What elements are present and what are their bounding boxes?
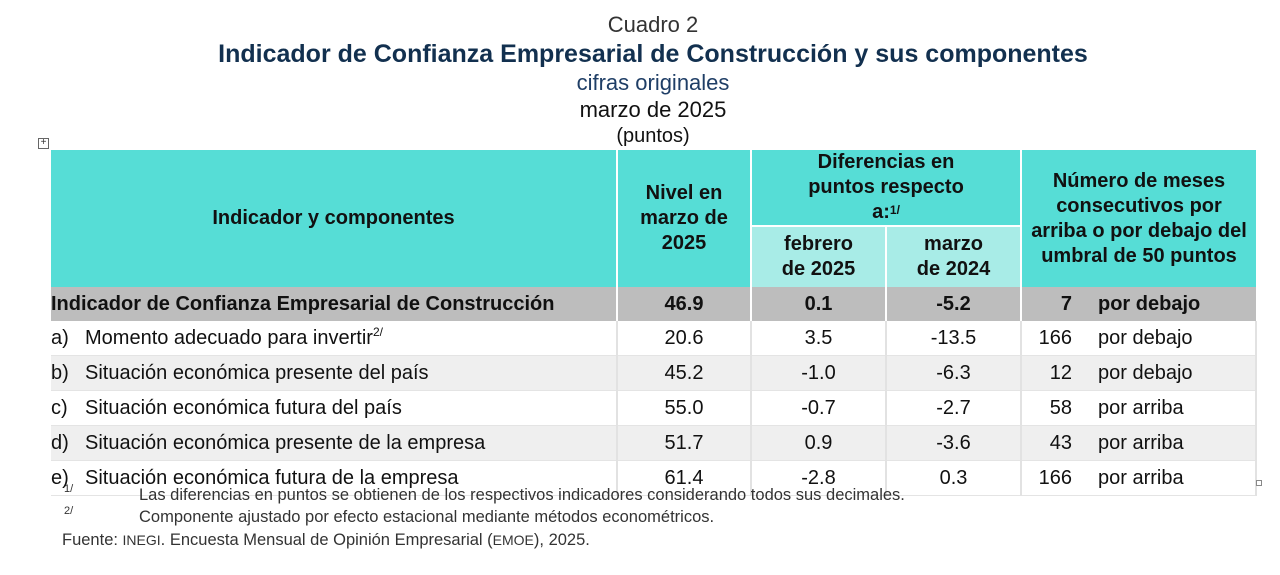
- row-nivel: 20.6: [617, 321, 752, 356]
- row-nivel: 45.2: [617, 355, 752, 391]
- row-meses: 58 por arriba: [1021, 390, 1257, 426]
- row-name: a) Momento adecuado para invertir2/: [51, 321, 618, 356]
- table-number: Cuadro 2: [607, 12, 699, 37]
- total-feb: 0.1: [751, 287, 887, 321]
- header-indicador: Indicador y componentes: [51, 150, 618, 287]
- row-mar: -2.7: [886, 390, 1022, 426]
- row-mar: -3.6: [886, 425, 1022, 461]
- table-resize-handle[interactable]: [1256, 480, 1262, 486]
- subtitle: cifras originales: [576, 70, 730, 95]
- row-nivel: 55.0: [617, 390, 752, 426]
- total-nivel: 46.9: [617, 287, 752, 321]
- table-row-total: Indicador de Confianza Empresarial de Co…: [51, 287, 1256, 321]
- row-meses: 12 por debajo: [1021, 355, 1257, 391]
- table-row: b) Situación económica presente del país …: [51, 355, 1257, 391]
- table-row: a) Momento adecuado para invertir2/ 20.6 …: [51, 321, 1257, 356]
- row-name: c) Situación económica futura del país: [51, 390, 618, 426]
- footnote-1-text: Las diferencias en puntos se obtienen de…: [139, 486, 905, 504]
- row-name: e) Situación económica futura de la empre…: [51, 460, 618, 496]
- expand-plus-icon[interactable]: +: [38, 138, 49, 149]
- footnote-2-mark: 2/: [64, 505, 74, 517]
- row-meses: 166 por arriba: [1021, 460, 1257, 496]
- row-feb: -1.0: [751, 355, 887, 391]
- footnote-2: 2/ Componente ajustado por efecto estaci…: [64, 505, 714, 528]
- total-meses-count: 7: [1060, 292, 1072, 315]
- header-febrero: febrero de 2025: [751, 225, 887, 287]
- row-nivel: 61.4: [617, 460, 752, 496]
- header-diferencias: Diferencias en puntos respecto a:1/: [751, 150, 1022, 226]
- table-row: c) Situación económica futura del país 55…: [51, 390, 1257, 426]
- header-marzo: marzo de 2024: [886, 225, 1022, 287]
- title-block: Cuadro 2 Indicador de Confianza Empresar…: [0, 12, 1280, 148]
- footnote-2-text: Componente ajustado por efecto estaciona…: [139, 508, 715, 526]
- row-feb: -2.8: [751, 460, 887, 496]
- total-meses: 7 por debajo: [1021, 287, 1256, 321]
- footnote-ref-2: 2/: [372, 324, 383, 339]
- total-meses-dir: por debajo: [1098, 292, 1201, 315]
- page-title: Indicador de Confianza Empresarial de Co…: [218, 40, 1088, 68]
- row-feb: -0.7: [751, 390, 887, 426]
- row-meses: 43 por arriba: [1021, 425, 1257, 461]
- footnote-1-mark: 1/: [64, 483, 74, 495]
- row-meses: 166 por debajo: [1021, 321, 1257, 356]
- footnotes: 1/ Las diferencias en puntos se obtienen…: [62, 483, 905, 552]
- units: (puntos): [616, 125, 690, 147]
- row-feb: 0.9: [751, 425, 887, 461]
- row-name: b) Situación económica presente del país: [51, 355, 618, 391]
- row-mar: -13.5: [886, 321, 1022, 356]
- footnote-1: 1/ Las diferencias en puntos se obtienen…: [64, 483, 905, 506]
- footnote-ref-1: 1/: [889, 203, 900, 217]
- table-row: d) Situación económica presente de la emp…: [51, 425, 1257, 461]
- period: marzo de 2025: [579, 97, 727, 122]
- row-name: d) Situación económica presente de la emp…: [51, 425, 618, 461]
- total-name: Indicador de Confianza Empresarial de Co…: [51, 287, 618, 321]
- row-feb: 3.5: [751, 321, 887, 356]
- row-mar: 0.3: [886, 460, 1022, 496]
- row-mar: -6.3: [886, 355, 1022, 391]
- total-mar: -5.2: [886, 287, 1022, 321]
- header-nivel: Nivel en marzo de 2025: [617, 150, 752, 287]
- source-line: Fuente: INEGI. Encuesta Mensual de Opini…: [62, 531, 590, 549]
- header-meses: Número de meses consecutivos por arriba …: [1021, 150, 1256, 287]
- table-row: e) Situación económica futura de la empre…: [51, 460, 1257, 496]
- indicator-table: Indicador y componentes Nivel en marzo d…: [51, 150, 1257, 496]
- row-nivel: 51.7: [617, 425, 752, 461]
